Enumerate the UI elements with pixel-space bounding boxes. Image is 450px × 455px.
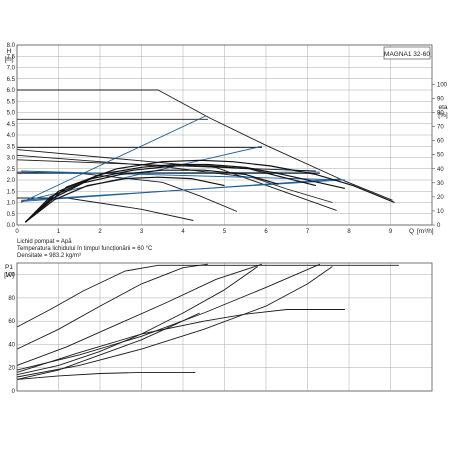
power-curve xyxy=(16,312,200,380)
head-tick-label: 7.0 xyxy=(7,66,16,72)
efficiency-curve xyxy=(24,165,316,223)
bottom-panel-axes: 0 20 40 60 80 100 xyxy=(5,262,433,395)
head-tick-label: 5.0 xyxy=(7,111,16,117)
efficiency-curve xyxy=(24,163,346,223)
power-curve xyxy=(16,371,196,380)
flow-tick-label: 7 xyxy=(306,229,310,235)
power-curve xyxy=(16,266,258,376)
fluid-info-temperature: Temperatura lichidului în timpul funcțio… xyxy=(17,246,153,252)
eta-tick-label: 10 xyxy=(437,209,444,215)
flow-tick-label: 9 xyxy=(389,229,393,235)
power-tick-label: 100 xyxy=(5,273,16,279)
head-axis-unit: [m] xyxy=(4,56,13,63)
eta-tick-label: 70 xyxy=(437,125,444,131)
power-tick-label: 60 xyxy=(8,319,15,325)
eta-tick-label: 40 xyxy=(437,167,444,173)
head-tick-label: 1.0 xyxy=(7,201,16,207)
head-tick-label: 3.5 xyxy=(7,144,16,150)
flow-tick-label: 2 xyxy=(98,229,102,235)
head-tick-label: 3.0 xyxy=(7,156,16,162)
head-tick-label: 0.5 xyxy=(7,212,16,218)
flow-tick-label: 5 xyxy=(223,229,227,235)
power-tick-label: 20 xyxy=(8,366,15,372)
eta-tick-label: 30 xyxy=(437,181,444,187)
top-plot-frame xyxy=(16,44,433,226)
eta-tick-label: 20 xyxy=(437,195,444,201)
power-axis-label: P1 xyxy=(5,264,13,271)
head-tick-label: 2.0 xyxy=(7,178,16,184)
system-curve xyxy=(21,170,345,181)
head-axis-label: H xyxy=(7,48,12,55)
flow-axis-label: Q xyxy=(409,228,414,235)
flow-tick-label: 3 xyxy=(140,229,144,235)
system-curve xyxy=(21,179,341,201)
power-curve xyxy=(16,309,345,373)
flow-axis-unit: [m³/h] xyxy=(417,228,434,235)
head-tick-label: 6.0 xyxy=(7,88,16,94)
fluid-info-density: Densitate = 983.2 kg/m³ xyxy=(17,253,81,259)
efficiency-curve xyxy=(24,169,279,223)
head-tick-label: 5.5 xyxy=(7,99,16,105)
head-tick-label: 4.0 xyxy=(7,133,16,139)
head-tick-label: 2.5 xyxy=(7,167,16,173)
chart-title: MAGNA1 32-60 xyxy=(384,51,430,58)
top-panel-axes: 0.0 0.5 1.0 1.5 2.0 2.5 3.0 3.5 4.0 4.5 5.0 5.5 6.0 6… xyxy=(7,43,448,235)
eta-axis-unit: [%] xyxy=(438,112,448,119)
efficiency-curve xyxy=(24,176,225,223)
bottom-plot-frame xyxy=(16,262,433,392)
eta-tick-label: 90 xyxy=(437,96,444,102)
title-box xyxy=(383,46,431,60)
flow-tick-label: 0 xyxy=(15,229,19,235)
bottom-panel-grid xyxy=(16,263,432,392)
head-tick-label: 1.5 xyxy=(7,189,16,195)
head-tick-label: 4.5 xyxy=(7,122,16,128)
pump-curve xyxy=(16,149,337,211)
power-curve xyxy=(16,263,263,366)
head-tick-label: 0.0 xyxy=(7,223,16,229)
power-tick-label: 40 xyxy=(8,342,15,348)
bottom-panel-curves xyxy=(16,263,399,380)
eta-tick-label: 80 xyxy=(437,111,444,117)
eta-tick-label: 100 xyxy=(437,82,448,88)
head-tick-label: 8.0 xyxy=(7,43,16,49)
power-curve xyxy=(16,263,208,350)
pump-curve xyxy=(17,197,194,221)
eta-tick-label: 50 xyxy=(437,153,444,159)
top-panel-grid xyxy=(16,44,432,226)
flow-tick-label: 6 xyxy=(264,229,268,235)
eta-axis-label: eta xyxy=(438,104,447,111)
flow-tick-label: 8 xyxy=(347,229,351,235)
power-tick-label: 0 xyxy=(12,389,16,395)
power-curve xyxy=(16,264,399,328)
eta-tick-label: 60 xyxy=(437,139,444,145)
system-curve xyxy=(20,115,206,203)
pump-curve xyxy=(17,89,393,201)
eta-tick-label: 0 xyxy=(437,223,441,229)
power-tick-label: 80 xyxy=(8,296,15,302)
head-tick-label: 6.5 xyxy=(7,77,16,83)
fluid-info-liquid: Lichid pompat = Apă xyxy=(17,239,72,245)
power-axis-unit: [W] xyxy=(4,272,14,279)
head-tick-label: 7.5 xyxy=(7,54,16,60)
power-curve xyxy=(16,263,321,371)
top-panel-curves xyxy=(16,89,395,223)
power-curve xyxy=(16,266,333,378)
flow-tick-label: 1 xyxy=(57,229,61,235)
flow-tick-label: 4 xyxy=(181,229,185,235)
